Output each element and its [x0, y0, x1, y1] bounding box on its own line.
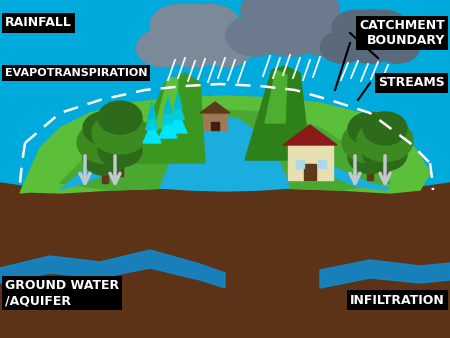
Polygon shape [0, 183, 450, 338]
Polygon shape [160, 116, 290, 191]
Ellipse shape [182, 5, 240, 45]
Polygon shape [282, 138, 390, 190]
Polygon shape [60, 133, 165, 190]
Polygon shape [200, 102, 230, 113]
Polygon shape [159, 118, 177, 138]
Ellipse shape [363, 112, 407, 145]
Polygon shape [148, 102, 156, 118]
Bar [318, 160, 326, 168]
Text: INFILTRATION: INFILTRATION [350, 293, 445, 307]
Ellipse shape [342, 121, 398, 163]
Ellipse shape [363, 138, 407, 171]
Ellipse shape [83, 142, 127, 175]
Ellipse shape [348, 141, 392, 173]
Bar [304, 164, 316, 180]
Polygon shape [172, 101, 184, 120]
Bar [367, 159, 373, 180]
Text: CATCHMENT
BOUNDARY: CATCHMENT BOUNDARY [359, 19, 445, 47]
Ellipse shape [241, 0, 304, 33]
Polygon shape [169, 113, 187, 133]
Bar [211, 122, 219, 130]
Text: RAINFALL: RAINFALL [5, 17, 72, 29]
Ellipse shape [348, 112, 392, 145]
Ellipse shape [201, 29, 253, 67]
Text: GROUND WATER
/AQUIFER: GROUND WATER /AQUIFER [5, 279, 119, 307]
Ellipse shape [150, 5, 208, 45]
Bar [204, 113, 227, 130]
Polygon shape [320, 260, 450, 288]
Ellipse shape [264, 0, 316, 24]
Polygon shape [20, 96, 430, 193]
Ellipse shape [253, 4, 327, 56]
Ellipse shape [77, 121, 133, 164]
Polygon shape [162, 106, 174, 124]
Polygon shape [174, 93, 182, 108]
Ellipse shape [137, 29, 189, 67]
Ellipse shape [375, 31, 420, 63]
Ellipse shape [98, 101, 142, 134]
Polygon shape [143, 123, 161, 143]
Ellipse shape [226, 15, 284, 56]
Ellipse shape [350, 10, 391, 39]
Ellipse shape [83, 112, 127, 145]
Ellipse shape [171, 4, 219, 38]
Ellipse shape [92, 112, 148, 154]
Polygon shape [100, 128, 135, 158]
Ellipse shape [276, 0, 339, 33]
Polygon shape [265, 70, 287, 123]
Polygon shape [60, 110, 390, 190]
Bar [102, 160, 108, 183]
Bar [288, 145, 333, 180]
Polygon shape [155, 78, 178, 128]
Bar [117, 151, 123, 176]
Text: STREAMS: STREAMS [378, 76, 445, 90]
Text: EVAPOTRANSPIRATION: EVAPOTRANSPIRATION [5, 68, 148, 78]
Ellipse shape [320, 31, 365, 63]
Polygon shape [130, 73, 205, 163]
Bar [382, 157, 388, 176]
Ellipse shape [359, 10, 408, 45]
Polygon shape [0, 250, 225, 288]
Polygon shape [245, 66, 310, 160]
Polygon shape [283, 125, 337, 145]
Ellipse shape [98, 134, 142, 167]
Ellipse shape [357, 120, 413, 162]
Ellipse shape [296, 15, 354, 56]
Polygon shape [164, 97, 172, 113]
Polygon shape [146, 112, 158, 129]
Bar [296, 160, 304, 168]
Ellipse shape [332, 10, 381, 45]
Ellipse shape [342, 23, 399, 63]
Ellipse shape [162, 19, 229, 67]
